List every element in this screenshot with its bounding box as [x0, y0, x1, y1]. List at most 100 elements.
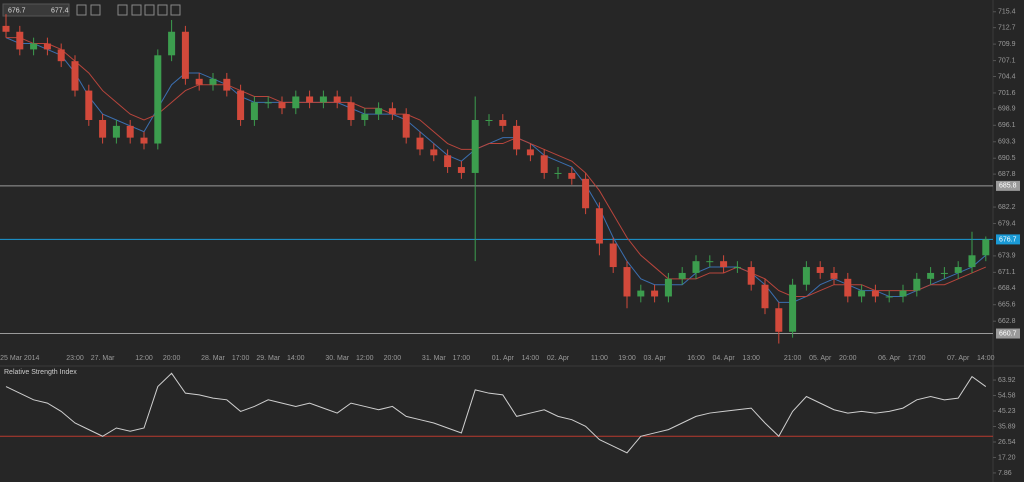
candle-body: [858, 290, 866, 297]
chart-type-button[interactable]: [117, 4, 128, 16]
x-tick-label: 11:00: [591, 355, 608, 362]
y-tick-label: 698.9: [998, 106, 1016, 113]
templates-button[interactable]: [144, 4, 155, 16]
candle-body: [664, 278, 672, 297]
candle-body: [292, 96, 300, 109]
y-tick-label: 673.9: [998, 253, 1016, 260]
candle-body: [582, 178, 590, 209]
candle-body: [168, 31, 176, 56]
candle-body: [333, 96, 341, 103]
candle-body: [816, 267, 824, 273]
candle-body: [789, 284, 797, 332]
y-tick-label: 668.4: [998, 285, 1016, 292]
candle-body: [885, 296, 893, 298]
moving-average: [5, 37, 987, 303]
candle-body: [430, 149, 438, 156]
candle-body: [361, 114, 369, 120]
x-tick-label: 13:00: [742, 355, 760, 362]
candle-body: [99, 120, 107, 138]
x-tick-label: 17:00: [908, 355, 926, 362]
settings-button[interactable]: [170, 4, 181, 16]
y-tick-label: 715.4: [998, 9, 1016, 16]
x-tick-label: 31. Mar: [422, 355, 446, 362]
candle-body: [71, 61, 79, 91]
zoom-out-button[interactable]: [90, 4, 101, 16]
candle-body: [154, 55, 162, 144]
candle-body: [623, 267, 631, 297]
candle-body: [568, 172, 576, 179]
level-label-box: [996, 234, 1020, 245]
x-tick-label: 19:00: [618, 355, 636, 362]
candle-body: [927, 272, 935, 279]
candle-body: [375, 108, 383, 115]
candle-body: [347, 102, 355, 120]
zoom-in-button[interactable]: [76, 4, 87, 16]
candle-body: [223, 78, 231, 91]
candle-body: [444, 155, 452, 168]
candle-body: [2, 25, 10, 32]
price-box: [2, 3, 70, 17]
y-tick-label: 696.1: [998, 122, 1016, 129]
candle-body: [457, 167, 465, 173]
y-tick-label: 54.58: [998, 392, 1016, 399]
candle-body: [85, 90, 93, 120]
candle-body: [982, 239, 990, 256]
candle-body: [16, 31, 24, 50]
candle-body: [540, 155, 548, 173]
x-tick-label: 21:00: [784, 355, 802, 362]
candle-body: [402, 114, 410, 138]
candle-body: [678, 272, 686, 279]
candle-body: [416, 137, 424, 150]
candle-body: [181, 31, 189, 79]
y-tick-label: 712.7: [998, 24, 1016, 31]
y-tick-label: 7.86: [998, 470, 1012, 477]
candle-body: [775, 308, 783, 332]
candle-body: [250, 102, 258, 120]
candle-body: [388, 108, 396, 115]
x-tick-label: 12:00: [356, 355, 374, 362]
candle-body: [954, 267, 962, 273]
y-tick-label: 704.4: [998, 73, 1016, 80]
y-tick-label: 682.2: [998, 204, 1016, 211]
y-tick-label: 26.54: [998, 439, 1016, 446]
x-tick-label: 03. Apr: [644, 355, 667, 362]
x-tick-label: 04. Apr: [713, 355, 736, 362]
y-tick-label: 63.92: [998, 377, 1016, 384]
x-tick-label: 14:00: [977, 355, 995, 362]
x-tick-label: 05. Apr: [809, 355, 832, 362]
candle-body: [637, 290, 645, 297]
candle-body: [126, 125, 134, 138]
candle-body: [871, 290, 879, 297]
toolbar: 676.7 677.4: [2, 3, 181, 17]
indicators-button[interactable]: [131, 4, 142, 16]
x-tick-label: 14:00: [287, 355, 305, 362]
candle-body: [554, 172, 562, 174]
candle-body: [844, 278, 852, 297]
candle-body: [940, 272, 948, 274]
candle-body: [692, 261, 700, 273]
rsi-line: [5, 372, 987, 454]
x-tick-label: 02. Apr: [547, 355, 570, 362]
y-tick-label: 17.20: [998, 454, 1016, 461]
x-tick-label: 23:00: [66, 355, 84, 362]
candle-body: [140, 137, 148, 144]
candle-body: [968, 255, 976, 268]
candle-body: [237, 90, 245, 120]
level-label: 685.8: [999, 183, 1017, 190]
y-tick-label: 701.6: [998, 90, 1016, 97]
candle-body: [513, 125, 521, 150]
candle-body: [57, 49, 65, 62]
drawing-button[interactable]: [157, 4, 168, 16]
x-tick-label: 20:00: [384, 355, 402, 362]
candle-body: [595, 208, 603, 244]
y-tick-label: 687.8: [998, 171, 1016, 178]
candle-body: [830, 272, 838, 279]
x-tick-label: 25 Mar 2014: [0, 355, 39, 362]
candle-body: [471, 120, 479, 173]
y-tick-label: 690.5: [998, 155, 1016, 162]
y-tick-label: 45.23: [998, 408, 1016, 415]
y-tick-label: 679.4: [998, 220, 1016, 227]
level-label: 660.7: [999, 330, 1017, 337]
level-label-box: [996, 180, 1020, 191]
candle-body: [747, 267, 755, 285]
